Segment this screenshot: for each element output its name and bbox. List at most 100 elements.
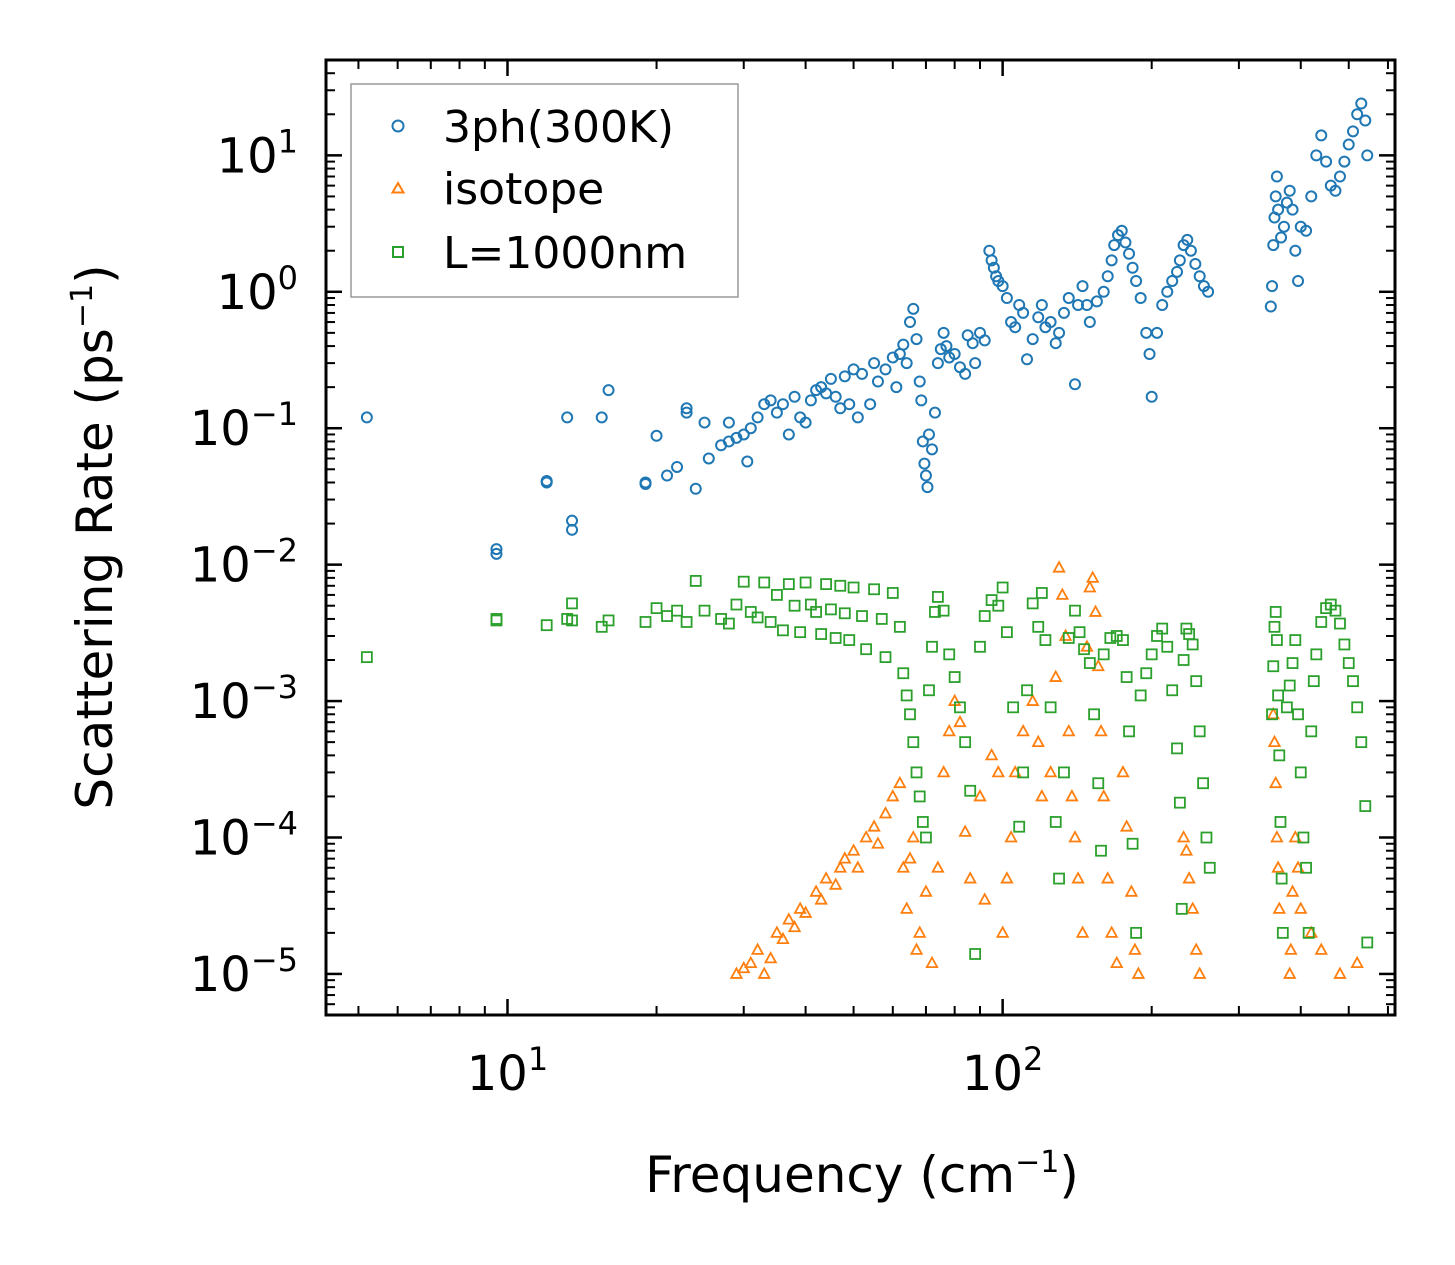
legend-entry-isotope: isotope [390, 164, 604, 215]
data-point [758, 576, 771, 589]
data-point [1315, 129, 1328, 142]
data-point [1068, 378, 1081, 391]
data-point [1305, 190, 1318, 203]
data-point [1270, 170, 1283, 183]
data-point [799, 416, 812, 429]
data-point [1145, 648, 1158, 661]
data-point [1300, 224, 1313, 237]
data-point [851, 860, 865, 873]
data-point [1177, 654, 1190, 666]
data-point [1055, 587, 1070, 600]
data-point [900, 357, 913, 370]
data-point [360, 651, 373, 664]
data-point [770, 406, 783, 419]
data-point [490, 614, 503, 627]
data-point [1094, 723, 1108, 737]
data-point [1283, 184, 1296, 197]
data-point [847, 581, 860, 594]
data-point [777, 624, 789, 637]
data-point [1062, 723, 1076, 737]
data-point [722, 416, 735, 429]
data-point [793, 901, 807, 914]
data-point [859, 830, 873, 843]
data-point [878, 806, 893, 819]
data-point [910, 333, 923, 346]
data-point [978, 334, 991, 347]
data-point [1182, 871, 1196, 884]
data-point [893, 775, 907, 789]
data-point [1065, 789, 1079, 802]
data-point [1334, 617, 1346, 630]
data-point [953, 714, 967, 728]
data-point [1286, 657, 1299, 669]
data-point [1119, 236, 1132, 249]
data-point [886, 351, 899, 364]
data-point [966, 337, 979, 350]
data-point [1123, 247, 1136, 260]
data-point [1284, 942, 1298, 955]
data-point [1117, 634, 1129, 646]
data-point [741, 455, 754, 468]
data-point [1101, 270, 1114, 283]
data-point [864, 398, 877, 411]
data-point [730, 431, 743, 444]
data-point [1315, 616, 1328, 628]
data-point [698, 604, 711, 617]
data-point [1000, 871, 1014, 884]
data-point [824, 372, 837, 385]
data-point [764, 394, 777, 407]
plot-area-frame [324, 58, 1397, 1017]
data-point [680, 402, 693, 415]
data-point [698, 416, 711, 429]
data-point [904, 316, 917, 329]
data-point [1039, 634, 1052, 646]
data-point [360, 411, 373, 424]
data-point [977, 892, 992, 905]
data-point [867, 819, 881, 832]
data-point [763, 951, 778, 964]
data-point [750, 942, 765, 955]
data-point [1052, 560, 1066, 573]
data-point [1143, 347, 1156, 360]
data-point [964, 784, 977, 797]
data-point [1190, 675, 1203, 688]
data-point [1329, 184, 1342, 197]
data-point [920, 831, 932, 844]
data-point [926, 443, 939, 456]
data-point [1097, 285, 1110, 298]
data-point [879, 363, 892, 376]
data-point [1161, 640, 1174, 653]
data-point [490, 543, 503, 556]
data-point [868, 583, 880, 596]
data-point [776, 398, 789, 411]
data-point [1355, 97, 1368, 110]
data-point [1025, 693, 1040, 706]
data-point [1017, 766, 1030, 779]
data-point [680, 616, 693, 628]
data-point [1280, 701, 1293, 714]
data-point [782, 912, 796, 925]
data-point [540, 476, 553, 489]
data-point [1350, 955, 1364, 969]
data-point [1104, 925, 1119, 938]
data-point [1289, 244, 1302, 257]
data-point [788, 390, 801, 403]
legend: 3ph(300K) isotope L=1000nm [350, 83, 739, 298]
data-point [1096, 789, 1111, 802]
data-point [1130, 926, 1142, 939]
data-point [1269, 190, 1282, 203]
data-point [834, 579, 847, 592]
data-point [1017, 306, 1030, 319]
data-point [1001, 626, 1013, 639]
data-point [897, 338, 910, 351]
data-point [1110, 955, 1124, 969]
data-point [1310, 648, 1323, 661]
data-point [915, 394, 928, 407]
data-point [1049, 816, 1062, 828]
series-0 [360, 97, 1374, 560]
data-point [897, 667, 910, 680]
data-point [900, 689, 913, 702]
data-point [1035, 789, 1049, 802]
data-point [794, 626, 807, 639]
data-point [907, 302, 920, 315]
